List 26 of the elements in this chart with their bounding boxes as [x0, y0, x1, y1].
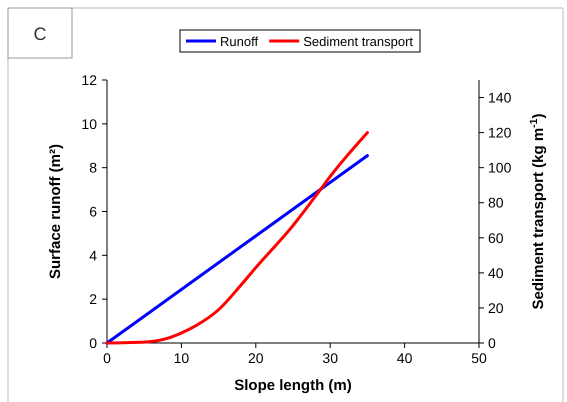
x-tick-label: 10: [174, 350, 190, 366]
y-tick-label: 0: [89, 335, 98, 351]
y2-tick-label: 40: [488, 264, 504, 281]
x-tick-label: 20: [248, 350, 264, 366]
legend-label: Runoff: [220, 34, 258, 49]
y-tick-label: 12: [81, 72, 98, 88]
y-tick-label: 8: [89, 160, 98, 176]
y-tick-label: 2: [89, 291, 98, 308]
y-tick-label: 6: [89, 204, 98, 220]
chart-title: C: [34, 24, 46, 44]
y2-tick-label: 120: [488, 124, 512, 141]
x-tick-label: 0: [103, 350, 112, 366]
y2-tick-label: 20: [488, 300, 504, 316]
y-axis-title: Surface runoff (m²): [47, 144, 64, 279]
x-tick-label: 30: [322, 350, 338, 366]
y2-tick-label: 80: [488, 194, 504, 211]
y-tick-label: 10: [81, 116, 98, 132]
y2-tick-label: 140: [488, 90, 512, 106]
y2-tick-label: 100: [488, 160, 512, 176]
y-tick-label: 4: [89, 247, 98, 264]
y2-tick-label: 60: [488, 230, 504, 246]
x-tick-label: 50: [471, 350, 487, 366]
x-tick-label: 40: [396, 350, 413, 366]
y2-tick-label: 0: [488, 335, 496, 351]
x-axis-title: Slope length (m): [234, 377, 352, 394]
legend-label: Sediment transport: [303, 34, 414, 49]
